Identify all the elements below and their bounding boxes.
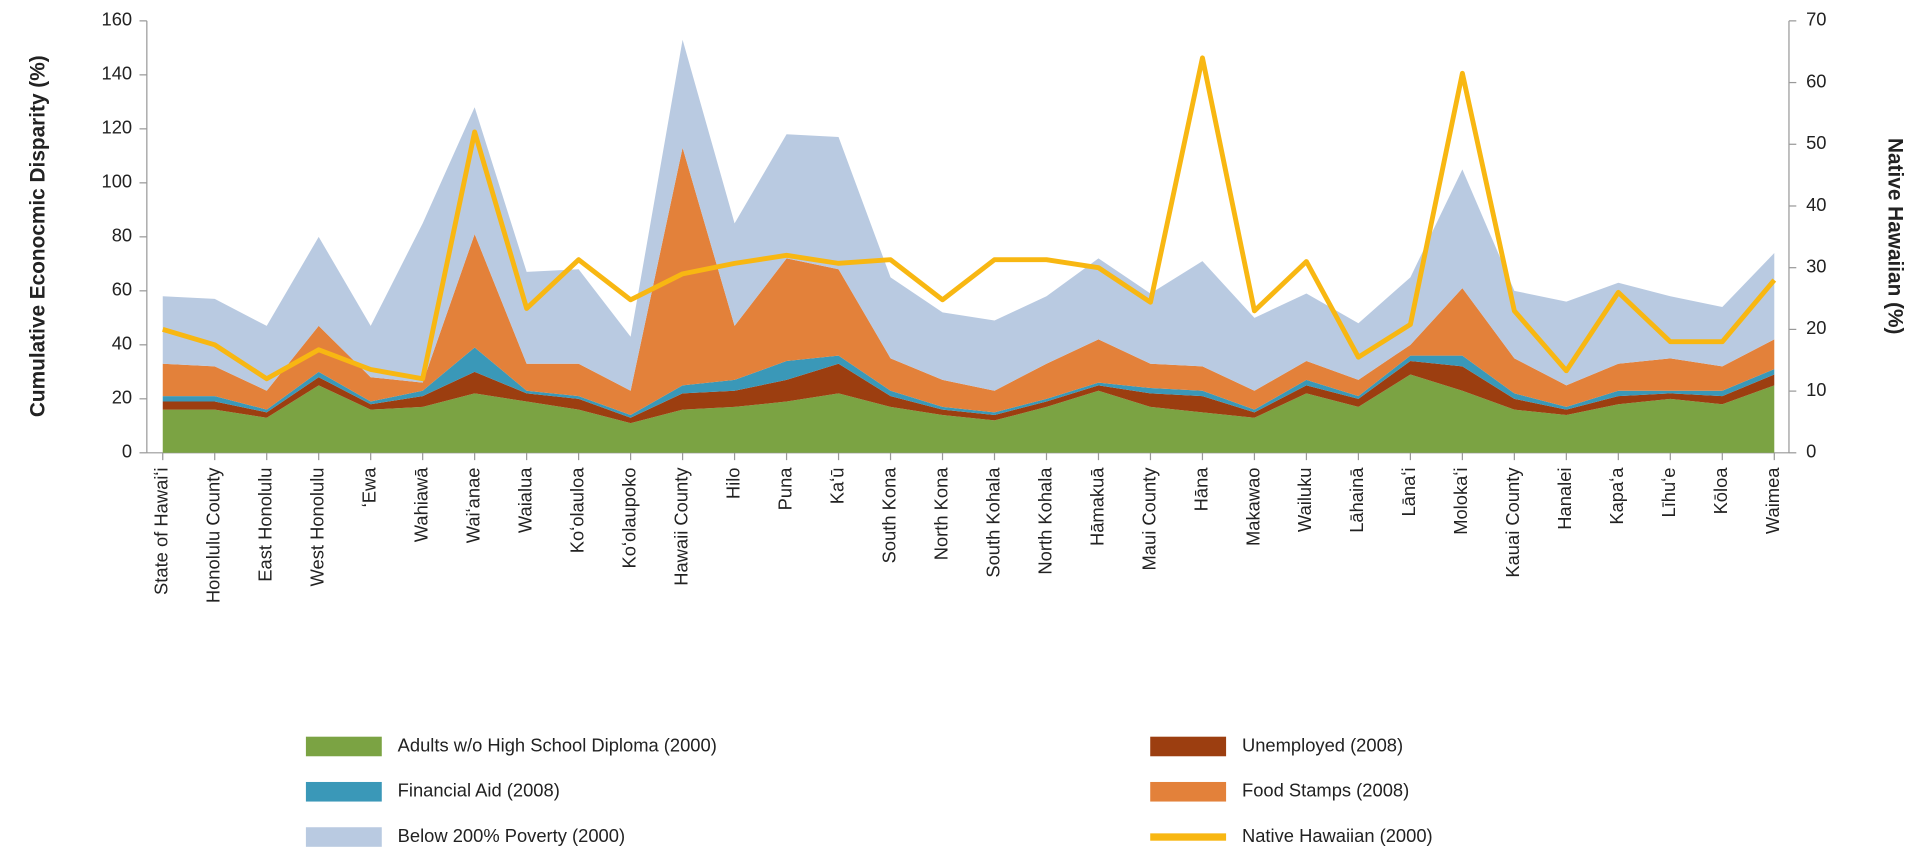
y-tick-label: 100 <box>102 171 133 192</box>
x-tick-label: Maui County <box>1138 467 1159 571</box>
legend-label: Below 200% Poverty (2000) <box>398 825 625 846</box>
y-tick-label: 40 <box>112 333 132 354</box>
y2-tick-label: 40 <box>1806 194 1826 215</box>
x-tick-label: Kauai County <box>1502 467 1523 578</box>
y2-axis-title: Native Hawaiian (%) <box>1884 138 1907 334</box>
area <box>162 147 1775 416</box>
x-tick-label: North Kona <box>930 467 951 561</box>
x-tick-label: North Kohala <box>1034 467 1055 575</box>
y2-tick-label: 10 <box>1806 379 1826 400</box>
legend-label: Native Hawaiian (2000) <box>1242 825 1433 846</box>
x-tick-label: State of Hawaiʻi <box>151 467 172 594</box>
x-tick-label: Lāhainā <box>1346 467 1367 533</box>
legend-label: Adults w/o High School Diploma (2000) <box>398 734 717 755</box>
x-tick-label: Waiʻanae <box>462 467 483 543</box>
x-tick-label: Wahiawā <box>411 467 432 543</box>
x-tick-label: Hilo <box>722 467 743 499</box>
x-tick-label: Wailuku <box>1294 467 1315 532</box>
y-axis-title: Cumulative Econocmic Disparity (%) <box>27 55 50 417</box>
y-tick-label: 160 <box>102 9 133 30</box>
x-tick-label: Waialua <box>514 467 535 533</box>
y-tick-label: 120 <box>102 117 133 138</box>
line <box>162 55 1777 382</box>
x-tick-label: Kapaʻa <box>1606 467 1627 525</box>
x-tick-label: Hawaii County <box>670 467 691 586</box>
x-tick-label: Honolulu County <box>203 467 224 603</box>
x-tick-label: Lānaʻi <box>1398 467 1419 516</box>
x-tick-label: Makawao <box>1242 467 1263 546</box>
x-tick-label: South Kona <box>878 467 899 564</box>
x-tick-label: Koʻolauloa <box>566 467 587 553</box>
x-tick-label: Kaʻū <box>826 467 847 504</box>
x-tick-label: Molokaʻi <box>1450 467 1471 534</box>
x-tick-label: Koʻolaupoko <box>618 467 639 568</box>
x-tick-label: Hanalei <box>1554 467 1575 529</box>
legend-label: Unemployed (2008) <box>1242 734 1403 755</box>
legend-swatch <box>1150 736 1227 757</box>
y-tick-label: 20 <box>112 387 132 408</box>
y2-tick-label: 50 <box>1806 132 1826 153</box>
legend-swatch <box>305 736 382 757</box>
y2-tick-label: 0 <box>1806 441 1816 462</box>
legend-label: Financial Aid (2008) <box>398 780 560 801</box>
x-tick-label: West Honolulu <box>307 467 328 586</box>
x-tick-label: Līhuʻe <box>1658 467 1679 517</box>
x-tick-label: East Honolulu <box>255 467 276 581</box>
y2-tick-label: 70 <box>1806 9 1826 30</box>
x-tick-label: Kōloa <box>1710 467 1731 515</box>
legend-swatch <box>1150 781 1227 802</box>
legend-swatch <box>305 827 382 847</box>
x-tick-label: Waimea <box>1762 467 1783 534</box>
legend-label: Food Stamps (2008) <box>1242 780 1409 801</box>
x-tick-label: ʻEwa <box>359 467 380 508</box>
area <box>162 361 1775 424</box>
y2-tick-label: 30 <box>1806 256 1826 277</box>
x-tick-label: South Kohala <box>982 467 1003 578</box>
y2-tick-label: 60 <box>1806 70 1826 91</box>
y-tick-label: 60 <box>112 279 132 300</box>
x-tick-label: Hāna <box>1190 467 1211 512</box>
y-tick-label: 140 <box>102 63 133 84</box>
y2-tick-label: 20 <box>1806 317 1826 338</box>
y-tick-label: 80 <box>112 225 132 246</box>
legend-swatch <box>305 781 382 802</box>
y-tick-label: 0 <box>122 441 132 462</box>
legend-swatch <box>1150 833 1227 841</box>
area <box>162 374 1775 453</box>
area <box>162 39 1775 391</box>
x-tick-label: Puna <box>774 467 795 511</box>
x-tick-label: Hāmakuā <box>1086 467 1107 546</box>
